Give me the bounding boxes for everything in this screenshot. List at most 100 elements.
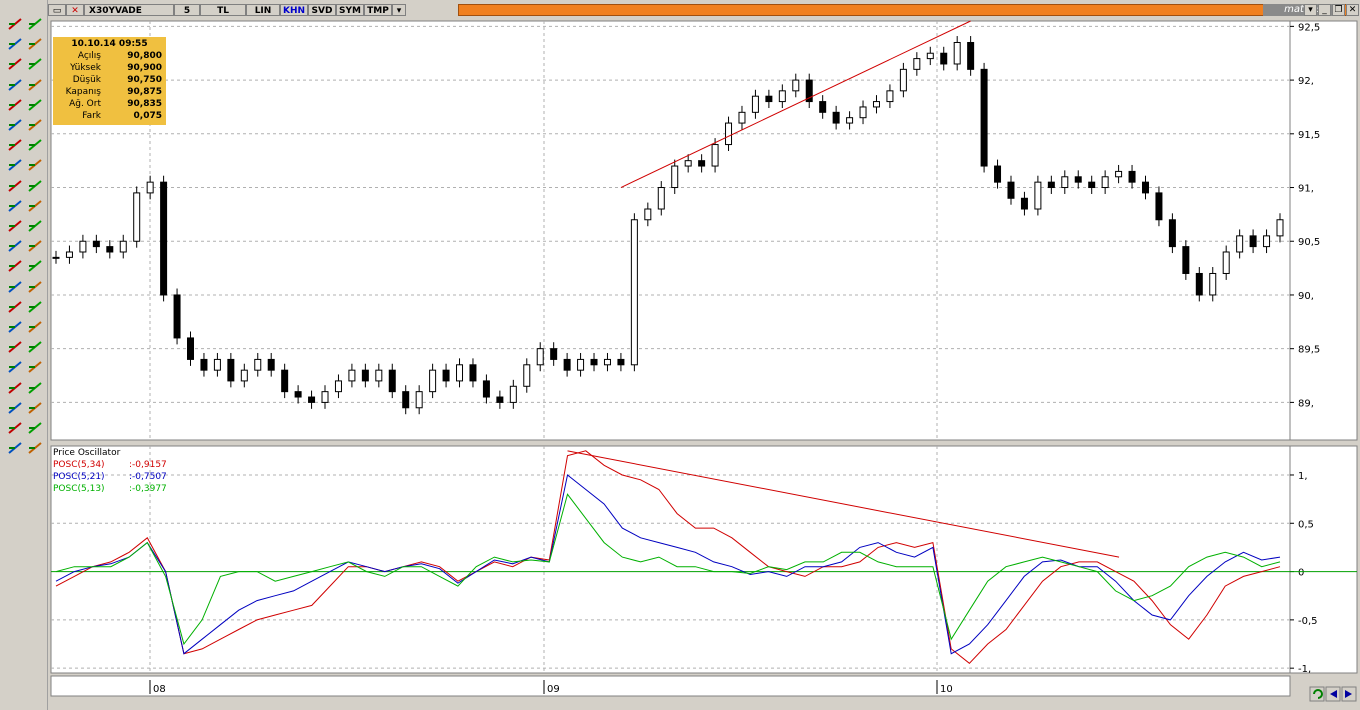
- chevron-down-icon[interactable]: ▾: [392, 4, 406, 16]
- candle: [361, 363, 369, 388]
- fib-ext-icon[interactable]: [6, 178, 24, 194]
- fib-grid-icon[interactable]: [26, 178, 44, 194]
- oscillator-series-line: [55, 493, 1281, 646]
- candle: [751, 89, 759, 119]
- wave1-icon[interactable]: [6, 440, 24, 456]
- candle: [160, 175, 168, 302]
- candle: [1155, 186, 1163, 227]
- wave2-icon[interactable]: [26, 440, 44, 456]
- candle: [133, 186, 141, 248]
- diag-icon[interactable]: [26, 117, 44, 133]
- pen-icon[interactable]: [6, 36, 24, 52]
- fib-ret-icon[interactable]: [26, 137, 44, 153]
- drawing-toolbar: [0, 0, 48, 710]
- andrews-icon[interactable]: [26, 218, 44, 234]
- y-tick-label: -1,: [1298, 664, 1311, 675]
- candle: [859, 100, 867, 125]
- gann-icon[interactable]: [6, 198, 24, 214]
- oscillator-axis: [1289, 445, 1358, 674]
- title-bar: [458, 4, 1358, 16]
- candle: [967, 36, 975, 76]
- symbol-field[interactable]: X30YVADE: [84, 4, 174, 16]
- channel-icon[interactable]: [6, 117, 24, 133]
- cycle-icon[interactable]: [26, 238, 44, 254]
- candle: [1209, 267, 1217, 302]
- trend-up-icon[interactable]: [6, 56, 24, 72]
- candle: [684, 154, 692, 173]
- info-label: Kapanış: [65, 87, 101, 97]
- info-value: 90,750: [127, 75, 162, 85]
- minimize-icon[interactable]: _: [1318, 4, 1331, 16]
- y-tick-label: 92,5: [1298, 22, 1320, 33]
- period-field[interactable]: 5: [174, 4, 200, 16]
- legend-series-name: POSC(5,21): [53, 472, 105, 482]
- trend-down-icon[interactable]: [26, 56, 44, 72]
- bell-icon[interactable]: [6, 299, 24, 315]
- zoom-icon[interactable]: [6, 319, 24, 335]
- chart-area[interactable]: 92,5 92, 91,5 91, 90,5 90, 89,5 89, 08 09 10 1, 0,5 0…: [48, 18, 1360, 710]
- arrow-select-icon[interactable]: [6, 16, 24, 32]
- arrow-left-icon[interactable]: [6, 77, 24, 93]
- nav-left-icon[interactable]: [6, 359, 24, 375]
- candle: [254, 352, 262, 377]
- hline-icon[interactable]: [6, 97, 24, 113]
- speed-icon[interactable]: [6, 218, 24, 234]
- info-label: Açılış: [77, 51, 101, 61]
- scale-button[interactable]: LIN: [246, 4, 280, 16]
- candle: [146, 175, 154, 200]
- vline-icon[interactable]: [26, 97, 44, 113]
- nav-center-icon[interactable]: [6, 339, 24, 355]
- svd-button[interactable]: SVD: [308, 4, 336, 16]
- candle: [994, 159, 1002, 189]
- khn-button[interactable]: KHN: [280, 4, 308, 16]
- ellipse-icon[interactable]: [6, 279, 24, 295]
- restore-icon[interactable]: ❐: [1332, 4, 1345, 16]
- nav-reset-icon[interactable]: [26, 339, 44, 355]
- cross-icon[interactable]: [26, 420, 44, 436]
- fib-fan-icon[interactable]: [6, 137, 24, 153]
- candle: [65, 245, 73, 264]
- y-tick-label: -0,5: [1298, 616, 1318, 627]
- note-icon[interactable]: [26, 299, 44, 315]
- window-menu-icon[interactable]: ▭: [48, 4, 66, 16]
- dropdown-icon[interactable]: ▾: [1304, 4, 1317, 16]
- info-row: Fark 0,075: [57, 110, 162, 122]
- sym-button[interactable]: SYM: [336, 4, 364, 16]
- grid-icon[interactable]: [6, 420, 24, 436]
- arrow-up-icon[interactable]: [26, 16, 44, 32]
- candle: [442, 363, 450, 388]
- currency-button[interactable]: TL: [200, 4, 246, 16]
- close-symbol-icon[interactable]: ✕: [66, 4, 84, 16]
- info-value: 90,875: [127, 87, 162, 97]
- square-icon[interactable]: [26, 258, 44, 274]
- gann-fan-icon[interactable]: [26, 198, 44, 214]
- fib-time-icon[interactable]: [26, 157, 44, 173]
- candle: [1020, 191, 1028, 216]
- hammer-icon[interactable]: [26, 36, 44, 52]
- sr-icon[interactable]: [6, 258, 24, 274]
- magnify-icon[interactable]: [6, 400, 24, 416]
- info-label: Fark: [82, 111, 101, 121]
- candle: [79, 234, 87, 259]
- tmp-button[interactable]: TMP: [364, 4, 392, 16]
- candle: [388, 363, 396, 399]
- regression-icon[interactable]: [6, 238, 24, 254]
- magnify-out-icon[interactable]: [26, 400, 44, 416]
- oscillator-legend: Price Oscillator POSC(5,34):-0,9157 POSC(…: [53, 447, 167, 495]
- nav-up-icon[interactable]: [6, 380, 24, 396]
- nav-down-icon[interactable]: [26, 380, 44, 396]
- fib-arc-icon[interactable]: [6, 157, 24, 173]
- close-icon[interactable]: ✕: [1346, 4, 1359, 16]
- fit-icon[interactable]: [26, 319, 44, 335]
- legend-entry: POSC(5,13):-0,3977: [53, 483, 167, 495]
- arrow-right-icon[interactable]: [26, 77, 44, 93]
- nav-right-icon[interactable]: [26, 359, 44, 375]
- candle: [1249, 229, 1257, 254]
- chart-toolbar: ▭ ✕ X30YVADE 5 TL LIN KHN SVD SYM TMP ▾ …: [48, 3, 1360, 18]
- info-label: Düşük: [72, 75, 101, 85]
- text-icon[interactable]: [26, 279, 44, 295]
- price-trendline: [620, 20, 971, 188]
- candle: [509, 379, 517, 409]
- y-tick-label: 92,: [1298, 76, 1314, 87]
- y-tick-label: 91,5: [1298, 130, 1320, 141]
